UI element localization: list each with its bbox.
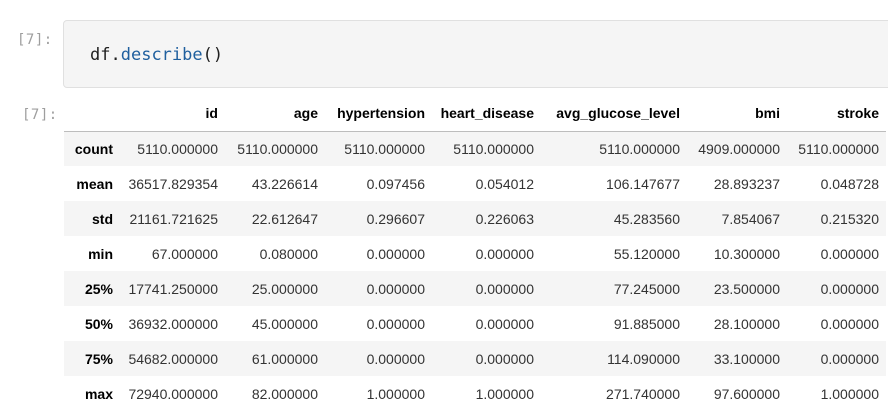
row-label: min xyxy=(88,245,113,262)
table-cell: 0.000000 xyxy=(475,315,534,332)
table-cell: 0.296607 xyxy=(366,210,425,227)
table-cell: 33.100000 xyxy=(713,350,780,367)
column-header-heart-disease: heart_disease xyxy=(432,96,541,132)
table-cell: 77.245000 xyxy=(613,280,680,297)
code-line[interactable]: df.describe() xyxy=(90,45,223,65)
table-cell: 271.740000 xyxy=(606,385,680,402)
table-cell: 67.000000 xyxy=(151,245,218,262)
table-cell: 45.000000 xyxy=(251,315,318,332)
header-row: id age hypertension heart_disease avg_glucos… xyxy=(64,96,886,132)
table-cell: 0.000000 xyxy=(366,280,425,297)
output-cell: [7]: id age hypertension heart_disease avg_g… xyxy=(0,96,888,418)
table-row: 75% 54682.000000 61.000000 0.000000 0.000000… xyxy=(64,341,886,376)
table-cell: 0.226063 xyxy=(475,210,534,227)
table-cell: 0.215320 xyxy=(820,210,879,227)
table-cell: 4909.000000 xyxy=(698,140,780,157)
table-cell: 82.000000 xyxy=(251,385,318,402)
table-cell: 25.000000 xyxy=(251,280,318,297)
code-cell[interactable]: [7]: df.describe() xyxy=(0,18,888,92)
table-cell: 10.300000 xyxy=(713,245,780,262)
table-row: count 5110.000000 5110.000000 5110.000000 51… xyxy=(64,131,886,166)
table-cell: 55.120000 xyxy=(613,245,680,262)
column-header-id: id xyxy=(120,96,225,132)
table-cell: 0.097456 xyxy=(366,175,425,192)
code-object: df xyxy=(90,45,111,65)
table-cell: 61.000000 xyxy=(251,350,318,367)
table-row: 25% 17741.250000 25.000000 0.000000 0.000000… xyxy=(64,271,886,306)
row-label: 25% xyxy=(84,280,113,297)
column-header-avg-glucose-level: avg_glucose_level xyxy=(541,96,687,132)
row-label: std xyxy=(92,210,113,227)
table-body: count 5110.000000 5110.000000 5110.000000 51… xyxy=(64,131,886,411)
table-cell: 114.090000 xyxy=(607,350,680,367)
table-cell: 0.000000 xyxy=(820,280,879,297)
table-cell: 54682.000000 xyxy=(128,350,218,367)
table-cell: 5110.000000 xyxy=(453,140,534,157)
describe-table: id age hypertension heart_disease avg_glucos… xyxy=(64,96,886,411)
table-row: 50% 36932.000000 45.000000 0.000000 0.000000… xyxy=(64,306,886,341)
table-cell: 21161.721625 xyxy=(129,210,219,227)
table-header: id age hypertension heart_disease avg_glucos… xyxy=(64,96,886,132)
table-cell: 23.500000 xyxy=(713,280,780,297)
table-cell: 0.080000 xyxy=(259,245,318,262)
index-header xyxy=(64,96,120,132)
table-cell: 0.000000 xyxy=(475,350,534,367)
row-label: max xyxy=(84,385,113,402)
table-row: max 72940.000000 82.000000 1.000000 1.000000… xyxy=(64,376,886,411)
input-prompt: [7]: xyxy=(17,32,53,48)
table-cell: 1.000000 xyxy=(820,385,879,402)
table-cell: 1.000000 xyxy=(366,385,425,402)
code-dot: . xyxy=(110,45,121,65)
table-cell: 28.100000 xyxy=(713,315,780,332)
table-cell: 0.000000 xyxy=(820,315,879,332)
table-cell: 5110.000000 xyxy=(237,140,318,157)
table-cell: 36517.829354 xyxy=(128,175,218,192)
table-cell: 0.000000 xyxy=(475,280,534,297)
column-header-hypertension: hypertension xyxy=(325,96,432,132)
code-parens: () xyxy=(202,45,224,65)
table-row: min 67.000000 0.080000 0.000000 0.000000 55.1… xyxy=(64,236,886,271)
table-row: std 21161.721625 22.612647 0.296607 0.226063… xyxy=(64,201,886,236)
table-cell: 0.000000 xyxy=(366,315,425,332)
code-method: describe xyxy=(120,45,203,65)
table-cell: 45.283560 xyxy=(613,210,680,227)
table-cell: 0.054012 xyxy=(475,175,534,192)
output-prompt: [7]: xyxy=(22,107,58,123)
table-cell: 106.147677 xyxy=(606,175,680,192)
column-header-bmi: bmi xyxy=(687,96,787,132)
table-cell: 1.000000 xyxy=(475,385,534,402)
table-cell: 72940.000000 xyxy=(128,385,218,402)
row-label: count xyxy=(74,140,113,157)
code-editor[interactable]: df.describe() xyxy=(63,20,888,88)
table-cell: 0.000000 xyxy=(475,245,534,262)
table-cell: 5110.000000 xyxy=(798,140,879,157)
row-label: 75% xyxy=(84,350,113,367)
table-cell: 5110.000000 xyxy=(137,140,218,157)
column-header-stroke: stroke xyxy=(787,96,886,132)
table-cell: 7.854067 xyxy=(721,210,780,227)
table-cell: 43.226614 xyxy=(251,175,318,192)
table-cell: 0.000000 xyxy=(366,245,425,262)
table-cell: 0.048728 xyxy=(820,175,879,192)
column-header-age: age xyxy=(225,96,325,132)
table-cell: 28.893237 xyxy=(713,175,780,192)
table-cell: 5110.000000 xyxy=(599,140,680,157)
table-cell: 17741.250000 xyxy=(128,280,218,297)
table-cell: 22.612647 xyxy=(251,210,318,227)
table-cell: 97.600000 xyxy=(713,385,780,402)
table-cell: 91.885000 xyxy=(613,315,680,332)
table-cell: 0.000000 xyxy=(820,245,879,262)
table-cell: 5110.000000 xyxy=(344,140,425,157)
table-cell: 0.000000 xyxy=(820,350,879,367)
table-row: mean 36517.829354 43.226614 0.097456 0.05401… xyxy=(64,166,886,201)
table-cell: 0.000000 xyxy=(366,350,425,367)
row-label: mean xyxy=(76,175,113,192)
row-label: 50% xyxy=(84,315,113,332)
table-cell: 36932.000000 xyxy=(128,315,218,332)
